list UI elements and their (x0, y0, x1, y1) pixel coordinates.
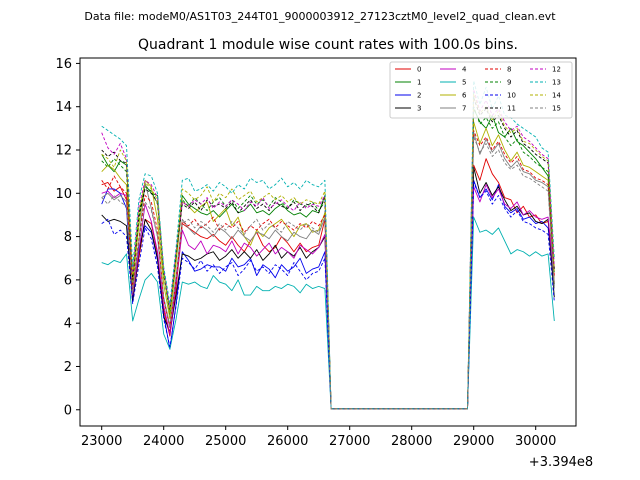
legend-label-10: 10 (507, 92, 516, 100)
series-line-15 (101, 136, 555, 410)
x-axis: 23000 24000 25000 26000 27000 28000 29000 30000 (81, 426, 556, 449)
series-line-10 (101, 182, 555, 410)
y-tick-label: 16 (55, 57, 72, 72)
y-tick-label: 4 (64, 317, 72, 332)
x-axis-offset-label: +3.394e8 (529, 455, 593, 470)
y-axis: 0 2 4 6 8 10 12 14 16 (55, 57, 80, 418)
legend-label-11: 11 (507, 105, 516, 113)
series-line-5 (101, 216, 555, 410)
legend-label-6: 6 (462, 92, 467, 100)
legend-label-8: 8 (507, 66, 511, 74)
legend-label-12: 12 (552, 66, 561, 74)
legend-label-14: 14 (552, 92, 561, 100)
plot-area (79, 57, 577, 427)
x-tick-label: 23000 (81, 434, 122, 449)
x-tick-label: 30000 (515, 434, 556, 449)
y-tick-label: 6 (64, 273, 72, 288)
legend-label-13: 13 (552, 79, 561, 87)
legend-label-0: 0 (417, 66, 421, 74)
legend-label-7: 7 (462, 105, 466, 113)
x-tick-label: 27000 (329, 434, 370, 449)
y-tick-label: 12 (55, 144, 72, 159)
y-tick-label: 8 (64, 230, 72, 245)
x-tick-label: 26000 (267, 434, 308, 449)
x-tick-label: 29000 (453, 434, 494, 449)
legend-frame (389, 61, 573, 119)
legend-label-9: 9 (507, 79, 511, 87)
legend-label-15: 15 (552, 105, 561, 113)
x-tick-label: 25000 (205, 434, 246, 449)
x-tick-label: 24000 (143, 434, 184, 449)
x-tick-label: 28000 (391, 434, 432, 449)
legend-label-1: 1 (417, 79, 421, 87)
plot-border (79, 57, 577, 427)
y-tick-label: 2 (64, 360, 72, 375)
legend-label-5: 5 (462, 79, 466, 87)
legend-label-4: 4 (462, 66, 467, 74)
y-tick-label: 14 (55, 100, 72, 115)
legend-label-3: 3 (417, 105, 421, 113)
y-tick-label: 0 (64, 403, 72, 418)
chart-title: Quadrant 1 module wise count rates with … (138, 37, 518, 53)
chart-suptitle: Data file: modeM0/AS1T03_244T01_90000039… (84, 10, 556, 23)
y-tick-label: 10 (55, 187, 72, 202)
legend-label-2: 2 (417, 92, 421, 100)
